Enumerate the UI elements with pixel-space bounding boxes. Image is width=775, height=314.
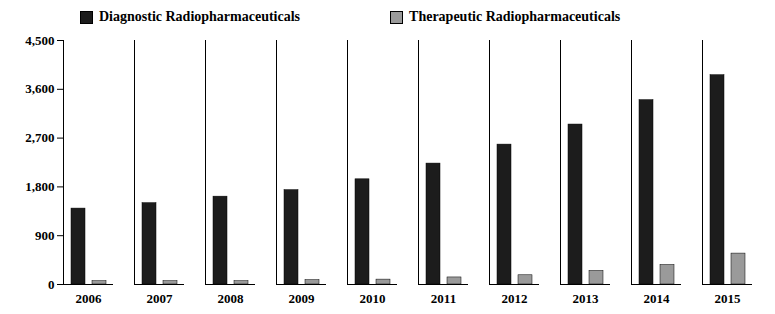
svg-text:0: 0 bbox=[48, 277, 55, 292]
svg-text:1,800: 1,800 bbox=[25, 179, 54, 194]
svg-text:2009: 2009 bbox=[289, 291, 316, 306]
svg-text:2,700: 2,700 bbox=[25, 130, 54, 145]
svg-text:2011: 2011 bbox=[431, 291, 456, 306]
svg-text:2007: 2007 bbox=[147, 291, 174, 306]
svg-text:3,600: 3,600 bbox=[25, 81, 54, 96]
svg-text:900: 900 bbox=[35, 228, 55, 243]
svg-text:4,500: 4,500 bbox=[25, 33, 54, 48]
svg-text:2010: 2010 bbox=[360, 291, 386, 306]
svg-text:2013: 2013 bbox=[573, 291, 600, 306]
svg-text:2012: 2012 bbox=[502, 291, 528, 306]
html-text:Therapeutic Radiopharmaceutica: Therapeutic Radiopharmaceuticals bbox=[409, 9, 621, 24]
html-text:Diagnostic Radiopharmaceutical: Diagnostic Radiopharmaceuticals bbox=[99, 9, 301, 24]
svg-text:2006: 2006 bbox=[76, 291, 103, 306]
svg-text:2015: 2015 bbox=[715, 291, 742, 306]
svg-text:2008: 2008 bbox=[218, 291, 245, 306]
svg-text:2014: 2014 bbox=[644, 291, 671, 306]
